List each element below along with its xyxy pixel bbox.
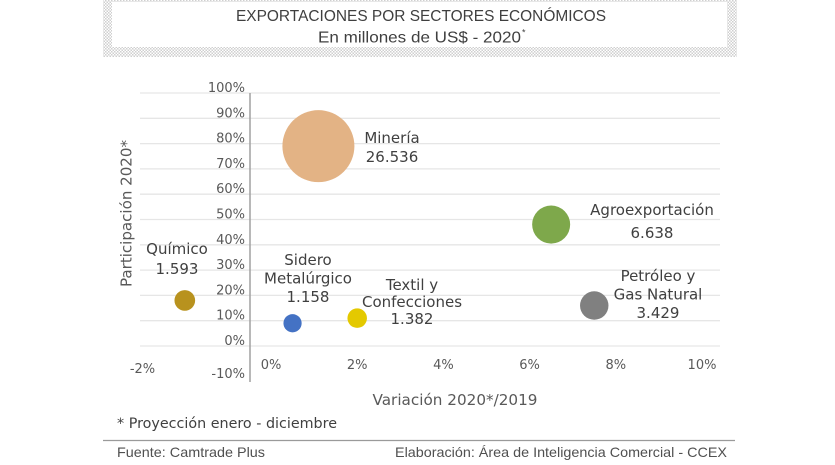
data-label-value: 1.382 (391, 310, 434, 328)
y-tick-label: 80% (216, 132, 245, 147)
data-label-name: Petróleo y (621, 267, 696, 285)
y-tick-label: 60% (216, 182, 245, 197)
y-tick-label: 50% (216, 208, 245, 223)
data-label-value: 3.429 (637, 304, 680, 322)
data-label-name: Confecciones (362, 293, 462, 311)
data-label-name: Gas Natural (614, 286, 703, 304)
y-tick-label: 0% (224, 334, 245, 349)
x-axis-tick-labels: -2% 0% 2% 4% 6% 8% 10% (130, 358, 717, 377)
y-tick-label: 30% (216, 258, 245, 273)
bubbles (174, 110, 609, 333)
chart-subtitle-text: En millones de US$ - 2020 (318, 30, 521, 47)
data-label-name: Textil y (385, 276, 438, 294)
data-label-name: Químico (146, 240, 208, 258)
y-tick-label: 90% (216, 106, 245, 121)
x-tick-label: 4% (433, 358, 454, 373)
x-tick-label: 8% (605, 358, 626, 373)
bubble (347, 308, 367, 328)
bubble (174, 290, 196, 311)
x-tick-label: 10% (688, 358, 717, 373)
y-tick-label: 10% (216, 309, 245, 324)
data-label-name: Sidero (284, 251, 331, 269)
bubble (282, 110, 355, 183)
footnote: * Proyección enero - diciembre (117, 416, 337, 432)
chart-title: EXPORTACIONES POR SECTORES ECONÓMICOS (236, 6, 606, 25)
gridlines (140, 92, 720, 347)
credit-note: Elaboración: Área de Inteligencia Comerc… (395, 444, 728, 460)
data-label-value: 1.593 (156, 260, 199, 278)
x-tick-label: 0% (261, 358, 282, 373)
y-tick-label: -10% (211, 367, 245, 382)
data-label-name: Agroexportación (590, 201, 714, 219)
data-label-value: 26.536 (366, 148, 419, 166)
data-label-name: Minería (364, 129, 419, 147)
y-tick-label: 70% (216, 157, 245, 172)
x-tick-label: 6% (519, 358, 540, 373)
chart-subtitle: En millones de US$ - 2020* (318, 28, 526, 47)
x-tick-label: 2% (347, 358, 368, 373)
x-axis-title: Variación 2020*/2019 (373, 391, 538, 409)
source-note: Fuente: Camtrade Plus (117, 444, 265, 460)
y-tick-label: 40% (216, 233, 245, 248)
data-label: Químico 1.593 (146, 240, 208, 278)
chart-subtitle-asterisk: * (522, 28, 526, 38)
title-box-background (112, 2, 727, 47)
x-tick-label: -2% (130, 362, 155, 377)
data-label: Agroexportación 6.638 (590, 201, 714, 242)
y-tick-label: 20% (216, 283, 245, 298)
y-axis-title: Participación 2020* (118, 140, 136, 287)
data-label-name: Metalúrgico (264, 270, 352, 288)
bubble (532, 205, 571, 244)
y-tick-label: 100% (208, 81, 245, 96)
bubble (283, 314, 302, 333)
y-axis-tick-labels: -10% 0% 10% 20% 30% 40% 50% 60% 70% 80% 90% 100% (208, 81, 245, 382)
data-label-value: 6.638 (631, 224, 674, 242)
bubble (580, 291, 609, 320)
title-box: EXPORTACIONES POR SECTORES ECONÓMICOS En… (103, 0, 737, 57)
data-label-value: 1.158 (287, 288, 330, 306)
